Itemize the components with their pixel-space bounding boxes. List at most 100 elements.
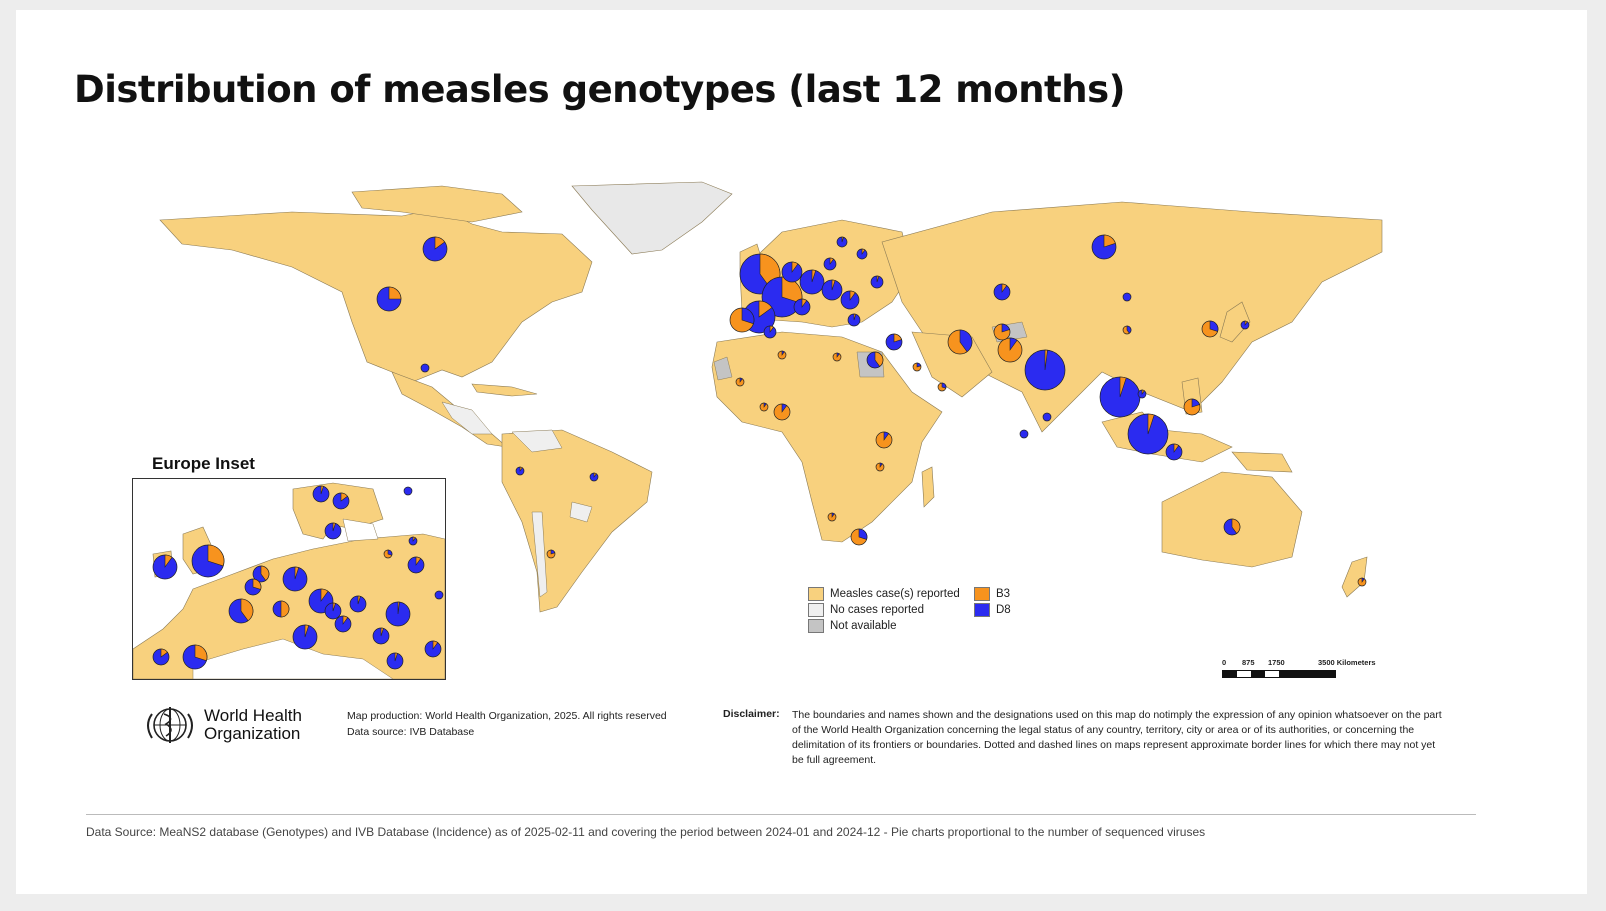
- pie-maldives[interactable]: [1019, 429, 1029, 439]
- pie-egypt[interactable]: [866, 351, 884, 369]
- pie-europe-cluster-10[interactable]: [763, 325, 777, 339]
- pie-newzealand[interactable]: [1357, 577, 1367, 587]
- pie-indonesia-slice: [1173, 443, 1180, 453]
- pie-southafrica[interactable]: [850, 528, 868, 546]
- pie-inset-italy[interactable]: [292, 624, 318, 650]
- world-map[interactable]: [142, 172, 1392, 622]
- pie-inset-serbia[interactable]: [334, 615, 352, 633]
- pie-inset-finland[interactable]: [403, 486, 413, 496]
- pie-uganda[interactable]: [875, 462, 885, 472]
- pie-vietnam[interactable]: [1137, 389, 1147, 399]
- pie-inset-belarus[interactable]: [407, 556, 425, 574]
- pie-libya[interactable]: [832, 352, 842, 362]
- pie-indonesia[interactable]: [1165, 443, 1183, 461]
- inset-mediterranean: [192, 638, 394, 679]
- pie-europe-cluster-6[interactable]: [836, 236, 848, 248]
- pie-inset-serbia-slice: [342, 615, 349, 625]
- pie-europe-cluster-8[interactable]: [870, 275, 884, 289]
- pie-iraq[interactable]: [912, 362, 922, 372]
- pie-inset-portugal[interactable]: [152, 648, 170, 666]
- pie-japan[interactable]: [1240, 320, 1250, 330]
- pie-angola[interactable]: [827, 512, 837, 522]
- pie-inset-germany-slice: [294, 566, 300, 580]
- pie-india[interactable]: [1024, 349, 1066, 391]
- pie-inset-hungary[interactable]: [349, 595, 367, 613]
- pie-inset-uk[interactable]: [191, 544, 225, 578]
- pie-inset-czechia[interactable]: [324, 602, 342, 620]
- pie-argentina[interactable]: [546, 549, 556, 559]
- pie-ethiopia[interactable]: [875, 431, 893, 449]
- legend-swatch: [808, 603, 824, 617]
- pie-ghana[interactable]: [759, 402, 769, 412]
- pie-inset-belgium-slice: [252, 578, 262, 590]
- pie-thailand[interactable]: [1099, 376, 1141, 418]
- credits-data-source: Data source: IVB Database: [347, 726, 475, 738]
- pie-philippines[interactable]: [1183, 398, 1201, 416]
- pie-korea[interactable]: [1201, 320, 1219, 338]
- pie-europe-cluster-1[interactable]: [799, 269, 825, 295]
- pie-inset-baltic[interactable]: [408, 536, 418, 546]
- pie-srilanka[interactable]: [1042, 412, 1052, 422]
- pie-mongolia[interactable]: [1122, 292, 1132, 302]
- pie-france[interactable]: [761, 276, 803, 318]
- pie-inset-austria-slice: [320, 588, 329, 602]
- pie-inset-norway-slice: [320, 485, 324, 495]
- pie-russia[interactable]: [1091, 234, 1117, 260]
- pie-europe-cluster-5-slice: [829, 257, 834, 265]
- pie-pakistan-slice: [1009, 337, 1018, 351]
- pie-kazakhstan[interactable]: [993, 283, 1011, 301]
- pie-usa[interactable]: [376, 286, 402, 312]
- pie-inset-germany[interactable]: [282, 566, 308, 592]
- pie-inset-ireland-slice: [164, 554, 173, 568]
- pie-inset-spain[interactable]: [182, 644, 208, 670]
- pie-nigeria[interactable]: [773, 403, 791, 421]
- legend-label: Measles case(s) reported: [830, 588, 960, 600]
- pie-ghana-slice: [763, 402, 767, 408]
- pie-mali[interactable]: [735, 377, 745, 387]
- pie-australia[interactable]: [1223, 518, 1241, 536]
- inset-title: Europe Inset: [152, 454, 255, 473]
- pie-colombia[interactable]: [515, 466, 525, 476]
- pie-pakistan[interactable]: [997, 337, 1023, 363]
- pie-inset-turkey-slice: [432, 640, 439, 650]
- map-credits: Map production: World Health Organizatio…: [347, 708, 667, 740]
- pie-europe-cluster-5[interactable]: [823, 257, 837, 271]
- pie-inset-belgium[interactable]: [244, 578, 262, 596]
- pie-europe-cluster-0[interactable]: [781, 261, 803, 283]
- pie-inset-romania[interactable]: [385, 601, 411, 627]
- pie-europe-cluster-9[interactable]: [847, 313, 861, 327]
- page-title: Distribution of measles genotypes (last …: [74, 68, 1126, 111]
- pie-inset-balkans[interactable]: [372, 627, 390, 645]
- pie-china[interactable]: [1122, 325, 1132, 335]
- pie-mexico[interactable]: [420, 363, 430, 373]
- pie-inset-turkey[interactable]: [424, 640, 442, 658]
- pie-inset-poland[interactable]: [383, 549, 393, 559]
- pie-morocco[interactable]: [729, 307, 755, 333]
- pie-inset-netherlands[interactable]: [252, 565, 270, 583]
- pie-brazil[interactable]: [589, 472, 599, 482]
- pie-inset-norway[interactable]: [312, 485, 330, 503]
- pie-malaysia[interactable]: [1127, 413, 1169, 455]
- pie-europe-cluster-3[interactable]: [840, 290, 860, 310]
- pie-europe-cluster-4[interactable]: [793, 298, 811, 316]
- pie-canada[interactable]: [422, 236, 448, 262]
- pie-europe-cluster-2[interactable]: [821, 279, 843, 301]
- pie-algeria[interactable]: [777, 350, 787, 360]
- pie-inset-netherlands-slice: [260, 565, 270, 581]
- pie-mongolia-base: [1122, 292, 1132, 302]
- pie-turkey[interactable]: [885, 333, 903, 351]
- pie-saudi[interactable]: [937, 382, 947, 392]
- pie-inset-denmark[interactable]: [324, 522, 342, 540]
- pie-inset-ukraine[interactable]: [434, 590, 444, 600]
- pie-inset-greece[interactable]: [386, 652, 404, 670]
- pie-inset-ireland[interactable]: [152, 554, 178, 580]
- pie-inset-sweden[interactable]: [332, 492, 350, 510]
- europe-inset-map[interactable]: [132, 478, 446, 680]
- pie-inset-switzerland[interactable]: [272, 600, 290, 618]
- pie-inset-france[interactable]: [228, 598, 254, 624]
- pie-afghanistan[interactable]: [993, 323, 1011, 341]
- pie-iran[interactable]: [947, 329, 973, 355]
- pie-europe-cluster-7[interactable]: [856, 248, 868, 260]
- pie-japan-slice: [1244, 320, 1248, 326]
- legend-label: B3: [996, 588, 1011, 600]
